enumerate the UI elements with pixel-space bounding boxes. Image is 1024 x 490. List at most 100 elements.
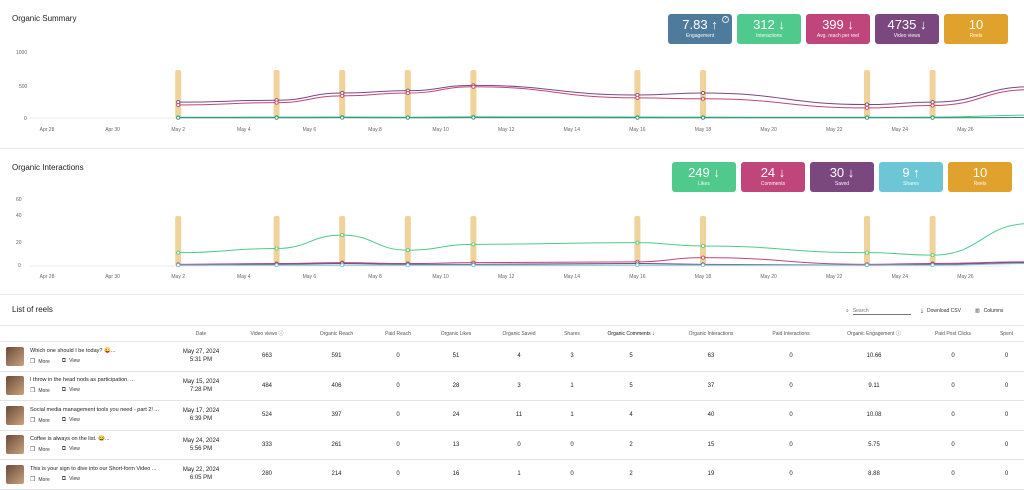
table-row[interactable]: Social media management tools you need -… [0,401,1024,430]
col-header-paid-interactions[interactable]: Paid Interactions [751,325,831,342]
shares-card[interactable]: 9 ↑ Shares [879,162,943,192]
series-point[interactable] [930,263,935,268]
series-point[interactable] [471,242,476,247]
col-header-video-views[interactable]: Video views ⓘ [230,325,304,342]
reel-thumbnail[interactable] [6,435,24,455]
reel-marker-bar[interactable] [929,216,936,266]
avg-reach-card[interactable]: 399 ↓ Avg. reach per reel [806,14,870,44]
series-point[interactable] [701,96,706,101]
columns-button[interactable]: Columns [983,307,1004,314]
series-point[interactable] [930,253,935,258]
reel-marker-bar[interactable] [864,70,870,118]
series-point[interactable] [340,263,345,268]
table-row[interactable]: I throw in the head nods as participatio… [0,371,1024,401]
series-point[interactable] [471,84,476,89]
series-point[interactable] [865,102,870,107]
more-button[interactable]: ❐ More [30,447,50,454]
comments-card[interactable]: 24 ↓ Comments [741,162,805,192]
series-point[interactable] [340,115,345,120]
search-input[interactable]: Search [852,306,911,315]
series-point[interactable] [471,263,476,268]
reel-marker-bar[interactable] [470,70,477,118]
series-point[interactable] [865,250,870,255]
reels-card[interactable]: 10 Reels [944,14,1008,44]
series-point[interactable] [176,250,181,255]
series-point[interactable] [274,246,279,251]
col-header-organic-saved[interactable]: Organic Saved [485,325,553,342]
reel-thumbnail[interactable] [6,346,24,366]
series-point[interactable] [340,93,345,98]
likes-card[interactable]: 249 ↓ Likes [672,162,736,192]
reel-marker-bar[interactable] [273,70,280,118]
video-views-card[interactable]: 4735 ↓ Video views [875,14,939,44]
col-header-organic-engagement[interactable]: Organic Engagement ⓘ [831,325,917,342]
series-point[interactable] [930,100,935,105]
col-header-organic-comments[interactable]: Organic Comments ↓ [591,325,671,342]
view-button[interactable]: ⧉ View [61,416,80,423]
saved-card[interactable]: 30 ↓ Saved [810,162,874,192]
series-point[interactable] [635,115,640,120]
col-header-organic-interactions[interactable]: Organic Interactions [671,325,751,342]
series-point[interactable] [176,103,181,108]
series-point[interactable] [865,115,870,120]
reel-marker-bar[interactable] [175,70,182,118]
table-row[interactable]: Coffee is always on the list. 😂... ❐ More… [0,430,1024,460]
reel-thumbnail[interactable] [6,405,24,425]
view-button[interactable]: ⧉ View [61,357,80,364]
series-point[interactable] [701,244,706,249]
reel-marker-bar[interactable] [339,216,346,266]
series-point[interactable] [635,240,640,245]
col-header-organic-likes[interactable]: Organic Likes [427,325,485,342]
series-point[interactable] [405,248,410,253]
more-button[interactable]: ❐ More [30,417,50,424]
view-button[interactable]: ⧉ View [61,475,80,482]
series-point[interactable] [471,115,476,120]
series-point[interactable] [701,115,706,120]
series-point[interactable] [405,91,410,96]
col-header-paid-reach[interactable]: Paid Reach [369,325,427,342]
reel-marker-bar[interactable] [273,216,280,266]
table-row[interactable]: Which one should I be today? 😜... ❐ More … [0,342,1024,371]
series-point[interactable] [405,115,410,120]
col-header-date[interactable]: Date [172,325,230,342]
series-point[interactable] [865,105,870,110]
reel-thumbnail[interactable] [6,376,24,396]
col-header-paid-post-clicks[interactable]: Paid Post Clicks [917,325,989,342]
series-point[interactable] [701,255,706,260]
series-point[interactable] [274,263,279,268]
table-row[interactable]: This is your sign to dive into our Short… [0,460,1024,489]
series-point[interactable] [340,233,345,238]
reel-marker-bar[interactable] [700,216,706,266]
col-header-spent[interactable]: Spent [989,325,1024,342]
more-button[interactable]: ❐ More [30,476,50,483]
view-button[interactable]: ⧉ View [61,387,80,394]
view-button[interactable]: ⧉ View [61,446,80,453]
more-button[interactable]: ❐ More [30,388,50,395]
reel-marker-bar[interactable] [470,216,477,266]
series-point[interactable] [176,263,181,268]
series-point[interactable] [701,91,706,96]
series-point[interactable] [635,263,640,268]
reel-marker-bar[interactable] [929,70,936,118]
series-point[interactable] [274,100,279,105]
series-point[interactable] [176,115,181,120]
series-point[interactable] [930,115,935,120]
col-header-shares[interactable]: Shares [553,325,591,342]
series-point[interactable] [635,95,640,100]
info-icon[interactable]: ? [722,16,729,23]
series-point[interactable] [930,103,935,108]
reel-thumbnail[interactable] [6,464,24,484]
more-button[interactable]: ❐ More [30,358,50,365]
reel-marker-bar[interactable] [175,216,182,266]
series-point[interactable] [701,263,706,268]
series-point[interactable] [865,263,870,268]
reels-card[interactable]: 10 Reels [948,162,1012,192]
interactions-card[interactable]: 312 ↓ Interactions [737,14,801,44]
reel-marker-bar[interactable] [404,216,411,266]
engagement-card[interactable]: 7.83 ↑ Engagement ? [668,14,732,44]
series-point[interactable] [405,263,410,268]
series-point[interactable] [274,115,279,120]
col-header-organic-reach[interactable]: Organic Reach [304,325,369,342]
reel-marker-bar[interactable] [864,216,870,266]
download-csv-button[interactable]: Download CSV [927,307,961,314]
